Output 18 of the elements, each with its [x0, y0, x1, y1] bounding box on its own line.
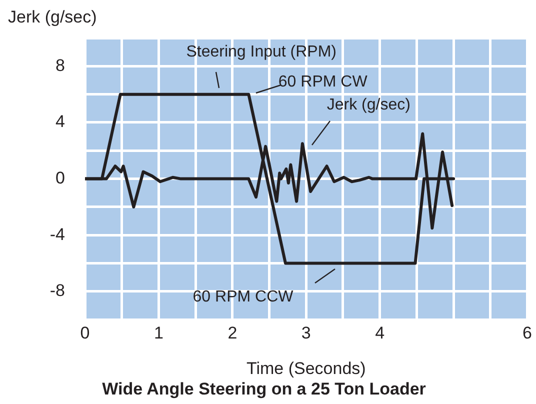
x-axis-title: Time (Seconds) [246, 359, 366, 378]
annotation: Jerk (g/sec) [326, 96, 410, 114]
y-tick-label: 0 [56, 168, 65, 188]
y-tick-label: 4 [56, 112, 65, 132]
annotation: 60 RPM CCW [192, 288, 294, 306]
x-tick-label: 6 [522, 323, 532, 342]
y-tick-label: -8 [50, 281, 65, 300]
x-tick-label: 4 [375, 323, 385, 342]
y-tick-label: -4 [50, 224, 65, 244]
annotation: Steering Input (RPM) [186, 44, 337, 61]
x-tick-label: 1 [154, 323, 164, 342]
y-tick-label: 8 [56, 56, 65, 75]
x-tick-label: 3 [301, 323, 311, 342]
text: Wide Angle Steering on a 25 Ton Loader [102, 379, 426, 398]
y-axis-title: Jerk (g/sec) [8, 8, 97, 27]
x-tick-label: 0 [80, 323, 90, 342]
annotation: 60 RPM CW [278, 74, 368, 91]
x-tick-label: 2 [228, 323, 238, 342]
